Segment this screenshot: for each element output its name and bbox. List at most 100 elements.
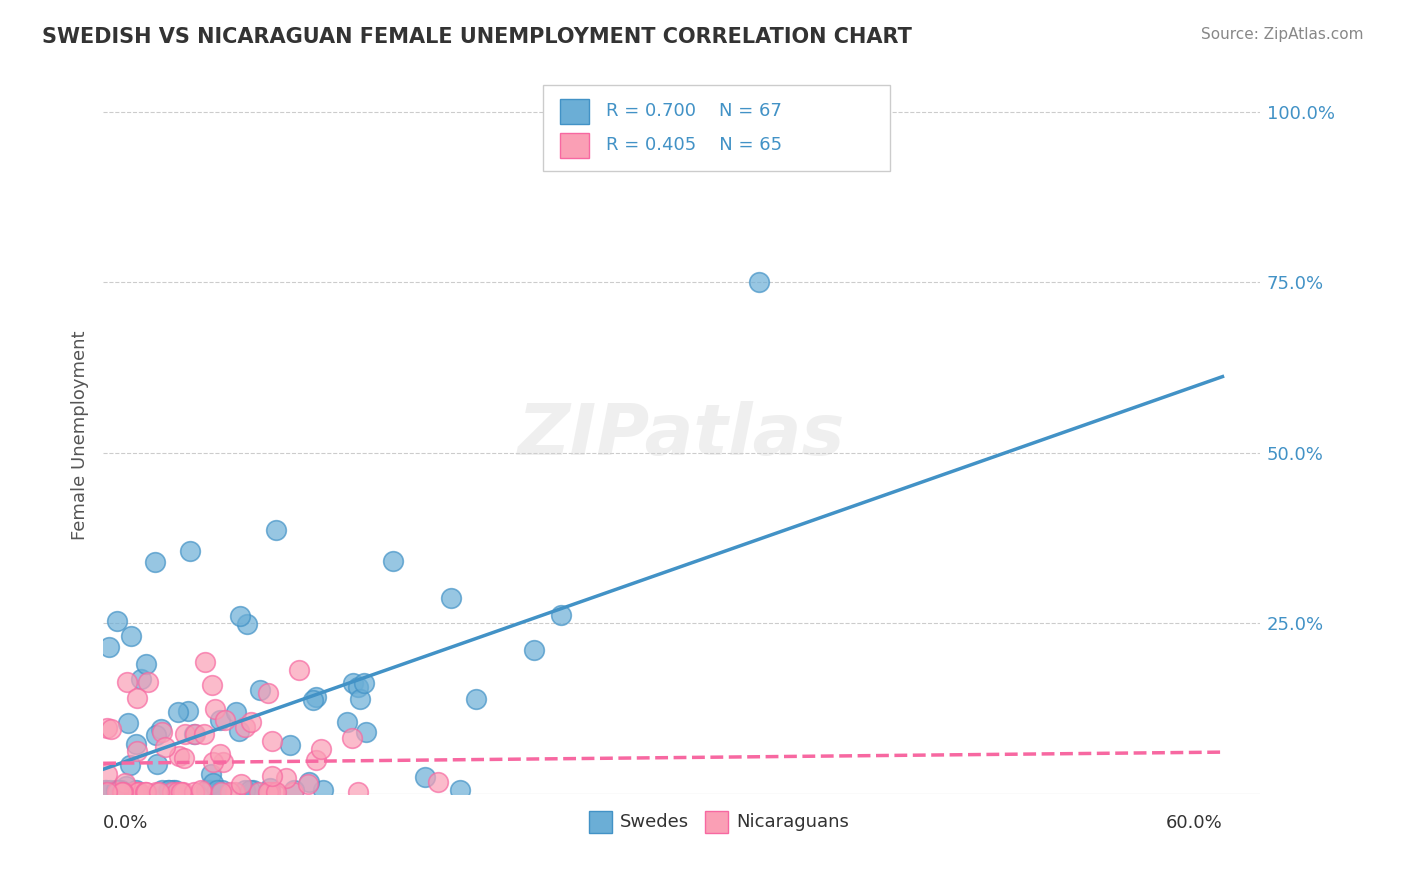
Point	[219, 785, 242, 799]
Point	[281, 785, 304, 799]
Text: 0.0%: 0.0%	[103, 814, 149, 832]
Point	[122, 785, 145, 799]
Point	[287, 663, 309, 677]
Point	[162, 783, 184, 797]
Point	[298, 774, 321, 789]
Point	[145, 757, 167, 772]
Point	[179, 543, 201, 558]
Point	[94, 783, 117, 797]
Point	[427, 775, 450, 789]
Point	[104, 783, 127, 797]
Point	[135, 785, 157, 799]
Point	[257, 785, 280, 799]
Point	[382, 554, 405, 568]
Point	[413, 771, 436, 785]
Point	[225, 705, 247, 719]
Point	[96, 785, 118, 799]
Point	[183, 785, 205, 799]
Point	[550, 607, 572, 622]
Point	[200, 766, 222, 780]
Point	[105, 614, 128, 628]
Point	[157, 783, 180, 797]
Text: ZIPatlas: ZIPatlas	[517, 401, 845, 470]
Point	[153, 740, 176, 755]
Point	[235, 617, 257, 632]
Point	[211, 783, 233, 797]
Point	[208, 747, 231, 762]
Point	[115, 780, 138, 794]
Point	[145, 785, 167, 799]
Point	[183, 727, 205, 741]
Point	[256, 686, 278, 700]
Point	[177, 704, 200, 718]
Point	[136, 675, 159, 690]
Bar	[543, 85, 890, 170]
Point	[301, 693, 323, 707]
Point	[200, 783, 222, 797]
Point	[98, 783, 121, 797]
Point	[118, 758, 141, 772]
Text: R = 0.405    N = 65: R = 0.405 N = 65	[606, 136, 782, 153]
Point	[167, 749, 190, 764]
Point	[169, 785, 191, 799]
Text: SWEDISH VS NICARAGUAN FEMALE UNEMPLOYMENT CORRELATION CHART: SWEDISH VS NICARAGUAN FEMALE UNEMPLOYMEN…	[42, 27, 912, 46]
Point	[134, 785, 156, 799]
Point	[135, 657, 157, 672]
Point	[349, 692, 371, 706]
Text: 60.0%: 60.0%	[1166, 814, 1222, 832]
Text: Source: ZipAtlas.com: Source: ZipAtlas.com	[1201, 27, 1364, 42]
Point	[114, 776, 136, 790]
Point	[229, 776, 252, 790]
Point	[156, 783, 179, 797]
Point	[224, 785, 246, 799]
Point	[202, 755, 225, 769]
Point	[191, 785, 214, 799]
Point	[143, 555, 166, 569]
Point	[278, 738, 301, 752]
Point	[150, 783, 173, 797]
Point	[98, 640, 121, 655]
Point	[190, 783, 212, 797]
Bar	[704, 812, 728, 833]
Point	[242, 783, 264, 797]
Point	[233, 783, 256, 797]
Point	[127, 785, 149, 799]
Point	[214, 713, 236, 727]
Point	[274, 771, 297, 785]
Point	[247, 785, 270, 799]
Text: R = 0.700    N = 67: R = 0.700 N = 67	[606, 102, 782, 120]
Point	[149, 722, 172, 736]
Point	[162, 785, 184, 799]
Point	[233, 720, 256, 734]
Point	[212, 755, 235, 769]
Point	[150, 724, 173, 739]
Point	[228, 723, 250, 738]
Point	[127, 743, 149, 757]
Point	[172, 785, 194, 799]
Bar	[589, 812, 612, 833]
Point	[110, 783, 132, 797]
Point	[523, 643, 546, 657]
Point	[264, 785, 287, 799]
Point	[208, 713, 231, 727]
Point	[312, 783, 335, 797]
Point	[202, 776, 225, 790]
Point	[340, 731, 363, 745]
Point	[184, 727, 207, 741]
Point	[166, 785, 188, 799]
Point	[125, 737, 148, 751]
Point	[305, 754, 328, 768]
Point	[249, 682, 271, 697]
Point	[96, 767, 118, 781]
Point	[120, 630, 142, 644]
Point	[347, 785, 370, 799]
Point	[240, 714, 263, 729]
Point	[125, 691, 148, 706]
Point	[283, 783, 305, 797]
Point	[356, 725, 378, 739]
Point	[353, 676, 375, 690]
Point	[465, 691, 488, 706]
Point	[259, 785, 281, 799]
Point	[145, 728, 167, 742]
Point	[107, 783, 129, 797]
